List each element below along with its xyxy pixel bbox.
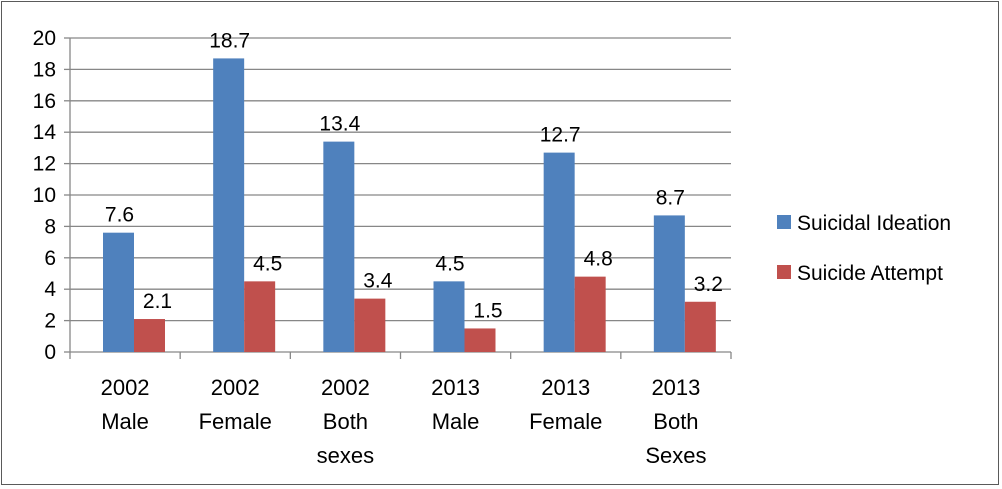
bar-suicide-attempt — [684, 301, 716, 352]
data-label: 3.2 — [694, 273, 723, 296]
data-label: 1.5 — [473, 299, 502, 322]
data-label: 7.6 — [105, 204, 134, 227]
y-tick-label: 10 — [33, 184, 56, 207]
x-category-label: Male — [101, 409, 149, 434]
bar-suicide-attempt — [134, 319, 165, 352]
x-category-label: Female — [199, 409, 272, 434]
bar-suicidal-ideation — [323, 141, 355, 352]
data-label: 2.1 — [143, 290, 172, 313]
y-tick-label: 12 — [33, 153, 56, 176]
bar-suicidal-ideation — [433, 281, 465, 352]
x-category-label: 2002 — [211, 375, 260, 400]
x-category-label: 2013 — [541, 375, 590, 400]
y-tick-label: 8 — [44, 215, 56, 238]
data-label: 4.8 — [584, 248, 613, 271]
x-category-label: Female — [529, 409, 602, 434]
legend-label: Suicidal Ideation — [797, 212, 951, 235]
bar-suicidal-ideation — [103, 232, 134, 352]
x-category-label: Male — [432, 409, 480, 434]
bar-suicide-attempt — [574, 276, 606, 352]
bar-suicidal-ideation — [543, 152, 575, 352]
legend: Suicidal Ideation Suicide Attempt — [777, 212, 951, 285]
data-label: 13.4 — [319, 113, 360, 136]
gridlines — [70, 37, 731, 322]
bar-suicidal-ideation — [653, 215, 685, 352]
y-tick-label: 16 — [33, 90, 56, 113]
axes: 0 2 4 6 8 10 12 14 16 18 20 2002 Male 2002 Female 2002 B… — [33, 27, 732, 468]
data-label: 12.7 — [540, 124, 581, 147]
y-tick-label: 20 — [33, 27, 56, 50]
data-label: 8.7 — [656, 186, 685, 209]
legend-swatch — [777, 265, 791, 279]
legend-swatch — [777, 215, 791, 229]
bar-suicidal-ideation — [213, 58, 245, 352]
bar-suicide-attempt — [464, 328, 496, 352]
x-category-label: 2013 — [431, 375, 480, 400]
bar-chart: 0 2 4 6 8 10 12 14 16 18 20 2002 Male 2002 Female 2002 B… — [33, 27, 951, 468]
data-label: 18.7 — [209, 29, 250, 52]
y-tick-label: 18 — [33, 58, 56, 81]
bar-suicide-attempt — [244, 281, 276, 352]
y-tick-label: 6 — [44, 247, 56, 270]
x-category-label: 2013 — [651, 375, 700, 400]
bar-suicide-attempt — [354, 298, 386, 352]
data-label: 4.5 — [435, 252, 464, 275]
x-category-label: Both — [323, 409, 368, 434]
legend-label: Suicide Attempt — [797, 262, 943, 285]
x-category-label: sexes — [317, 443, 374, 468]
data-labels: 7.6 2.1 18.7 4.5 13.4 3.4 4.5 1.5 12.7 4.8 8.7 3.2 — [105, 29, 723, 322]
y-tick-label: 4 — [44, 278, 56, 301]
y-tick-label: 0 — [44, 341, 56, 364]
data-label: 3.4 — [363, 270, 393, 293]
y-tick-label: 2 — [44, 310, 56, 333]
bars — [103, 58, 716, 352]
x-category-label: 2002 — [321, 375, 370, 400]
data-label: 4.5 — [253, 252, 282, 275]
x-category-label: Both — [653, 409, 698, 434]
x-category-label: Sexes — [645, 443, 706, 468]
x-category-label: 2002 — [101, 375, 150, 400]
y-tick-label: 14 — [33, 121, 57, 144]
